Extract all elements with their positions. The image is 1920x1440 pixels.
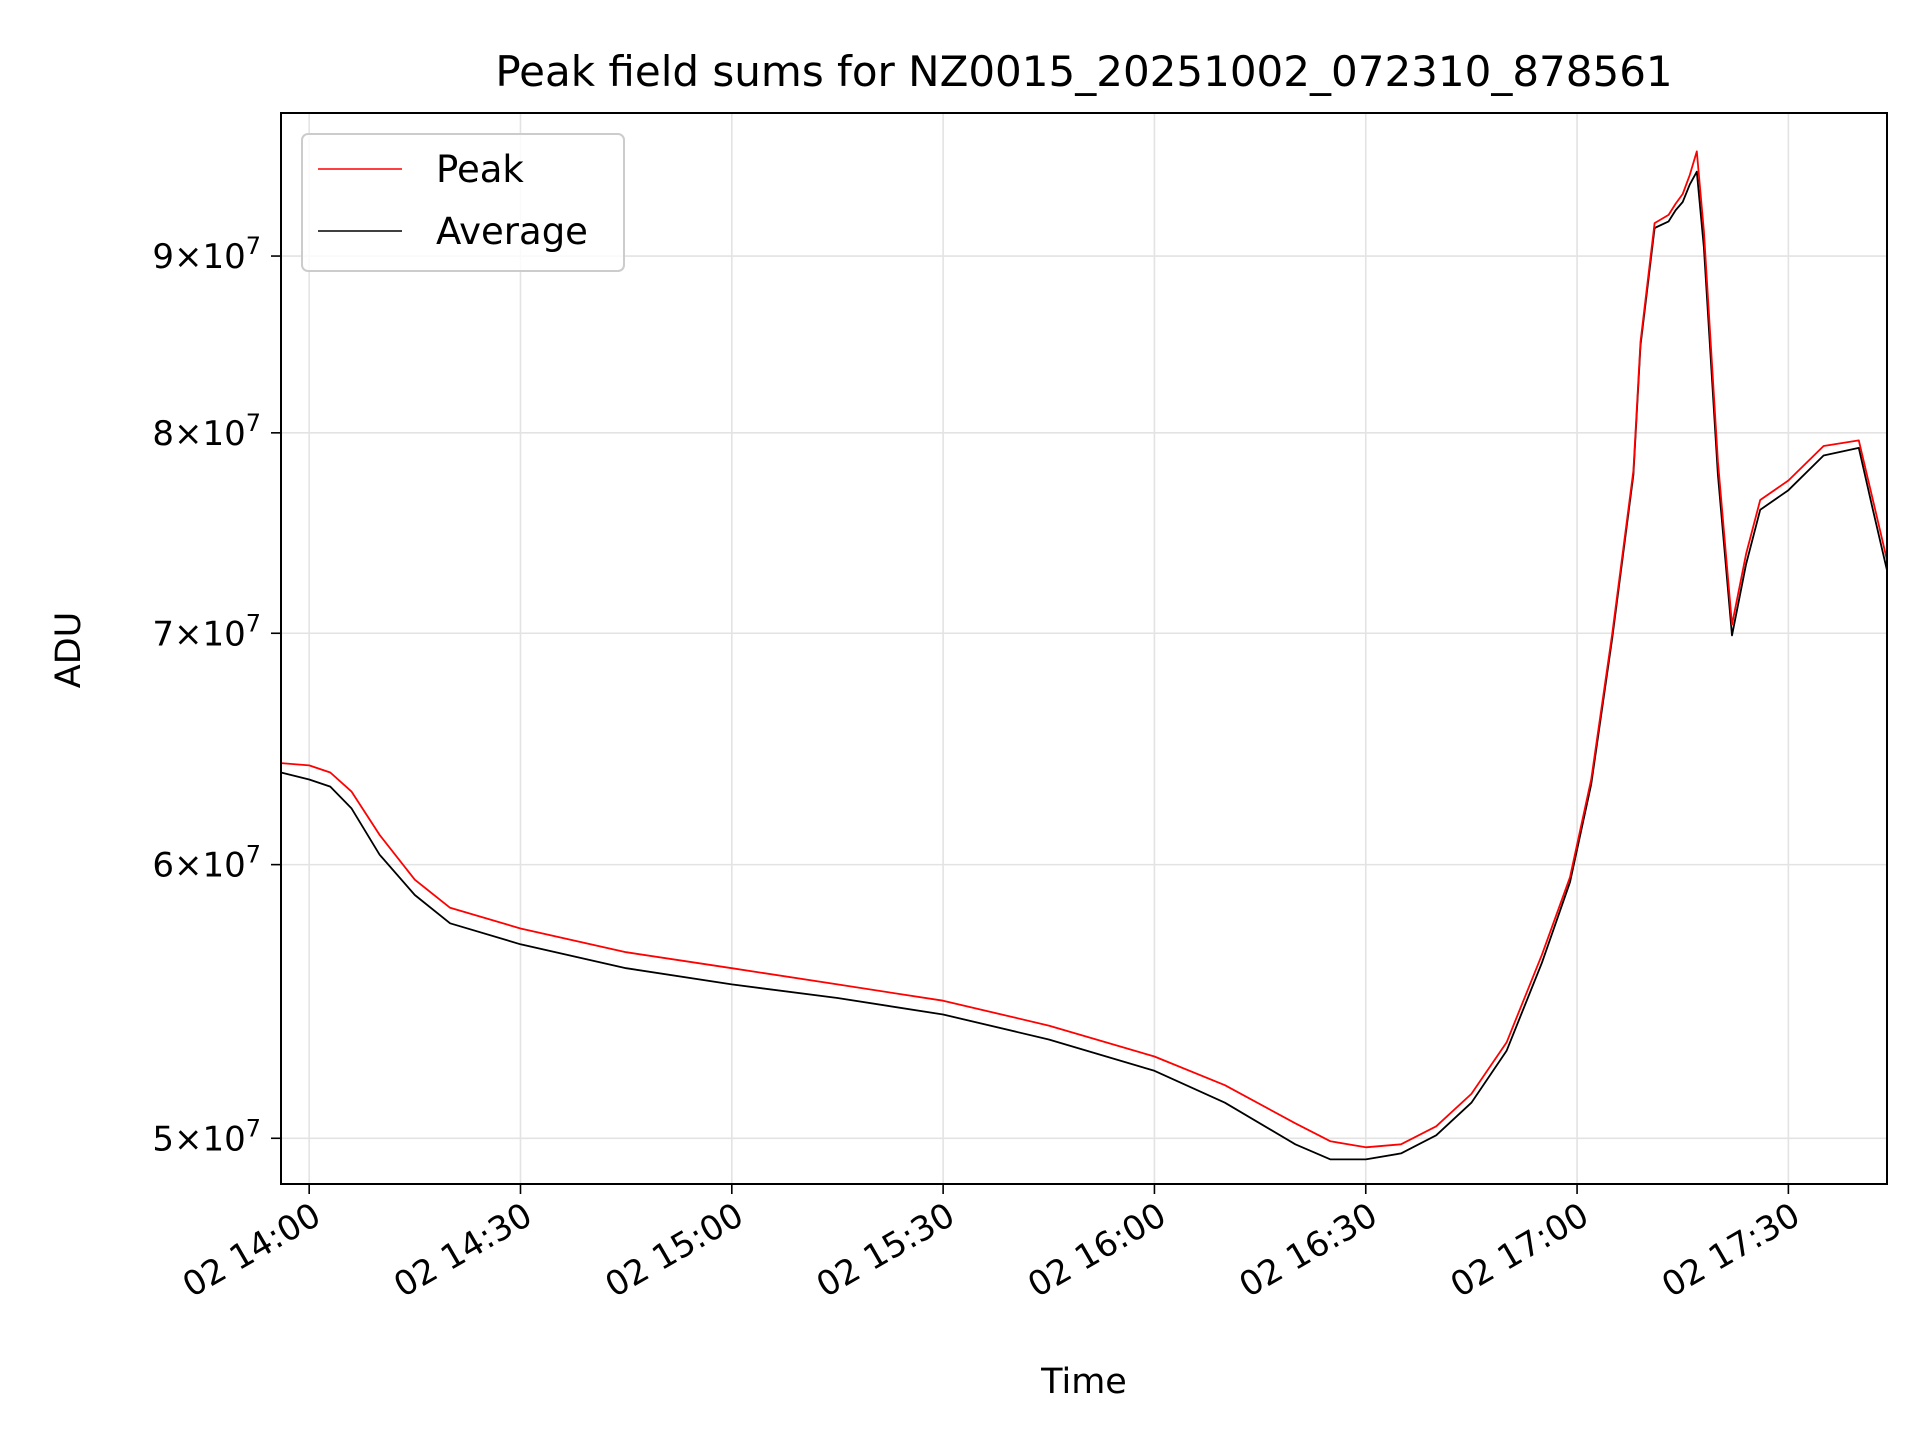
- y-tick-exponent: 7: [246, 609, 261, 637]
- y-tick-label: 8×107: [152, 409, 261, 454]
- y-tick-mantissa: 9: [152, 237, 174, 277]
- plot-frame: [280, 112, 1888, 1185]
- y-tick-mantissa: 7: [152, 614, 174, 654]
- series-line-average: [280, 170, 1888, 1161]
- y-tick-mantissa: 8: [152, 414, 174, 454]
- y-tick-label: 6×107: [152, 841, 261, 886]
- y-tick-exponent: 7: [246, 409, 261, 437]
- legend-label-average: Average: [436, 210, 588, 253]
- y-tick-base: ×10: [174, 1119, 246, 1159]
- y-tick-exponent: 7: [246, 232, 261, 260]
- y-tick-base: ×10: [174, 237, 246, 277]
- y-tick-base: ×10: [174, 414, 246, 454]
- y-tick-label: 5×107: [152, 1114, 261, 1159]
- y-tick-exponent: 7: [246, 841, 261, 869]
- y-tick-base: ×10: [174, 846, 246, 886]
- y-tick-label: 7×107: [152, 609, 261, 654]
- y-tick-label: 9×107: [152, 232, 261, 277]
- grid: [281, 113, 1887, 1184]
- chart-title: Peak field sums for NZ0015_20251002_0723…: [495, 47, 1672, 96]
- legend-label-peak: Peak: [436, 148, 524, 191]
- y-tick-exponent: 7: [246, 1114, 261, 1142]
- y-tick-mantissa: 6: [152, 846, 174, 886]
- y-tick-mantissa: 5: [152, 1119, 174, 1159]
- y-tick-base: ×10: [174, 614, 246, 654]
- series-line-peak: [280, 150, 1888, 1149]
- legend: Peak Average: [301, 133, 625, 272]
- y-axis-label: ADU: [49, 612, 89, 689]
- series-layer: [280, 150, 1888, 1161]
- x-axis-label: Time: [1040, 1362, 1127, 1402]
